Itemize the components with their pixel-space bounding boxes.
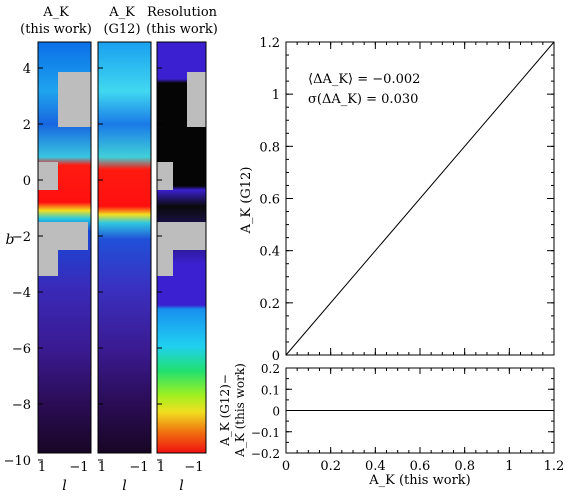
map-panel-resolution [156, 41, 207, 454]
main-ylabel: A_K (G12) [239, 167, 254, 235]
l-tick-label: −1 [184, 460, 203, 475]
map-panel-g12 [97, 41, 152, 454]
b-tick-label: 0 [23, 174, 31, 189]
b-tick-label: −10 [4, 454, 31, 469]
l-axis-label: l [122, 478, 126, 494]
panel1-title-line1: A_K [42, 5, 69, 20]
panel2-title-line2: (G12) [103, 22, 140, 37]
l-axis: 1 −1l1 −1l1 −1l [38, 460, 204, 494]
main-y-tick-label: 1 [272, 88, 280, 103]
panel2-title-line1: A_K [108, 5, 135, 20]
b-tick-label: 4 [23, 62, 31, 77]
panel3-title-line2: (this work) [146, 22, 218, 37]
main-y-tick-label: 0.8 [259, 140, 280, 155]
res-y-tick-label: 0 [272, 405, 280, 419]
l-axis-label: l [179, 478, 183, 494]
residual-ylabel-line2: A_K (this work) [233, 363, 247, 458]
map-panel-this-work [37, 41, 92, 454]
masked-region [38, 222, 88, 250]
masked-region [187, 72, 206, 127]
main-y-tick-label: 0.6 [259, 193, 280, 208]
b-tick-label: −2 [12, 230, 31, 245]
l-tick-label: −1 [129, 460, 148, 475]
res-y-tick-label: −0.1 [251, 426, 280, 440]
residual-plot: 0.20.10−0.1−0.20 0.2 0.4 0.6 0.8 1 1.2 [251, 362, 564, 474]
masked-region [157, 162, 173, 190]
main-y-tick-label: 1.2 [259, 36, 280, 51]
masked-region [38, 248, 58, 276]
extinction-map-2 [98, 42, 151, 453]
x-tick-label: 0 [282, 459, 290, 474]
b-tick-label: −8 [12, 398, 31, 413]
l-tick-label: 1 [38, 460, 46, 475]
residual-ylabel-line1: A_K (G12)− [218, 374, 232, 447]
l-tick-label: −1 [69, 460, 88, 475]
masked-region [38, 162, 58, 190]
masked-region [157, 248, 173, 276]
x-tick-label: 1.2 [544, 459, 565, 474]
masked-region [157, 222, 206, 250]
masked-region [58, 72, 91, 127]
b-axis-label: b [6, 232, 15, 248]
main-y-tick-label: 0 [272, 349, 280, 364]
panel-titles: A_K (this work) A_K (G12) Resolution (th… [20, 5, 218, 37]
l-tick-label: 1 [157, 460, 165, 475]
b-tick-label: −6 [12, 342, 31, 357]
panel1-title-line2: (this work) [20, 22, 92, 37]
l-axis-label: l [62, 478, 66, 494]
b-tick-label: −4 [12, 286, 31, 301]
l-tick-label: 1 [98, 460, 106, 475]
x-tick-label: 0.4 [365, 459, 386, 474]
res-y-tick-label: −0.2 [251, 447, 280, 461]
annotation-sigma: σ(ΔA_K) = 0.030 [308, 92, 418, 107]
x-tick-label: 0.2 [320, 459, 341, 474]
res-y-tick-label: 0.2 [261, 362, 280, 376]
b-tick-label: 2 [23, 118, 31, 133]
res-y-tick-label: 0.1 [261, 383, 280, 397]
x-tick-label: 0.6 [410, 459, 431, 474]
main-xlabel: A_K (this work) [368, 473, 470, 488]
x-tick-label: 0.8 [454, 459, 475, 474]
main-y-tick-label: 0.2 [259, 297, 280, 312]
one-to-one-line [285, 41, 555, 356]
panel3-title-line1: Resolution [147, 5, 218, 20]
b-axis: 4 2 0 −2 −4 −6 −8 −10 [4, 62, 162, 469]
main-plot: 0 0.2 0.4 0.6 0.8 1 1.2 [259, 36, 555, 364]
annotation-mean: ⟨ΔA_K⟩ = −0.002 [308, 72, 420, 87]
main-y-tick-label: 0.4 [259, 245, 280, 260]
x-tick-label: 1 [505, 459, 513, 474]
